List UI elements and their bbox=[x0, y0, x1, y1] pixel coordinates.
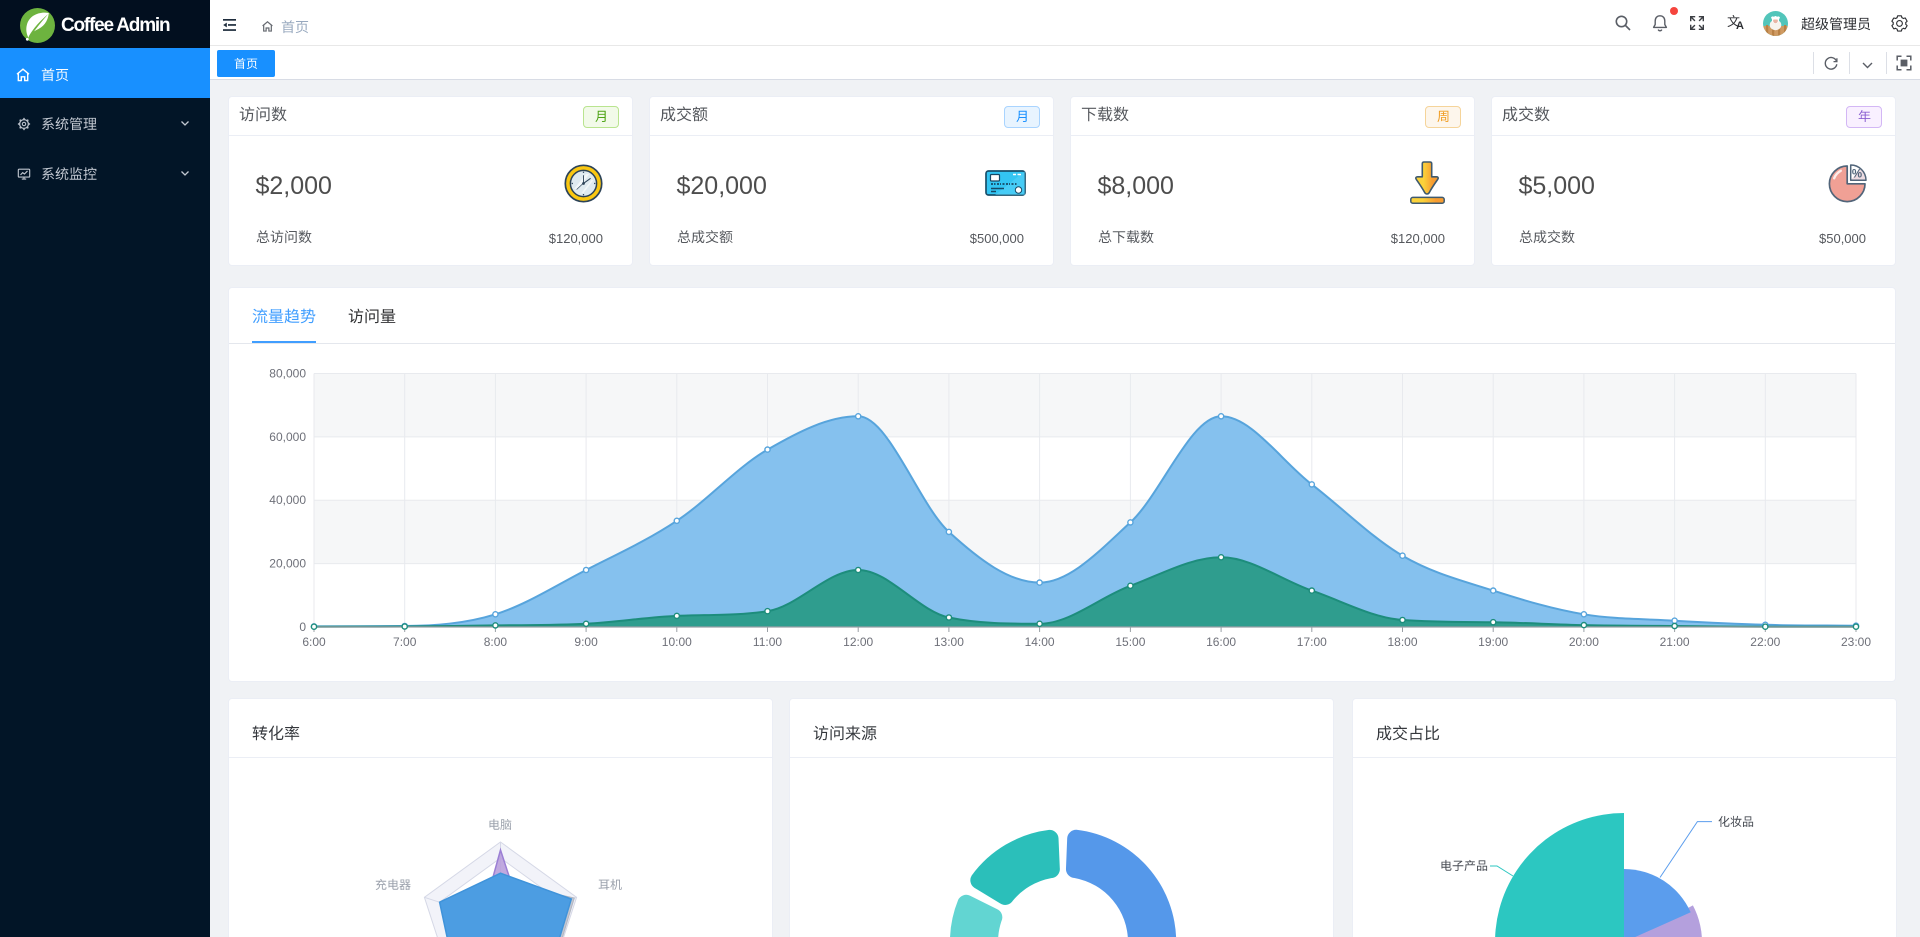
svg-text:7:00: 7:00 bbox=[393, 635, 417, 649]
svg-text:9:00: 9:00 bbox=[574, 635, 598, 649]
svg-text:21:00: 21:00 bbox=[1660, 635, 1690, 649]
svg-text:11:00: 11:00 bbox=[753, 635, 782, 649]
svg-text:15:00: 15:00 bbox=[1115, 635, 1145, 649]
svg-text:20,000: 20,000 bbox=[269, 557, 306, 571]
svg-text:16:00: 16:00 bbox=[1206, 635, 1236, 649]
svg-text:80,000: 80,000 bbox=[269, 367, 306, 381]
svg-text:12:00: 12:00 bbox=[843, 635, 873, 649]
svg-text:13:00: 13:00 bbox=[934, 635, 964, 649]
svg-text:14:00: 14:00 bbox=[1025, 635, 1055, 649]
svg-text:20:00: 20:00 bbox=[1569, 635, 1599, 649]
svg-text:%: % bbox=[1852, 168, 1862, 180]
svg-text:10:00: 10:00 bbox=[662, 635, 692, 649]
svg-text:22:00: 22:00 bbox=[1750, 635, 1780, 649]
svg-text:6:00: 6:00 bbox=[302, 635, 326, 649]
svg-text:0: 0 bbox=[299, 620, 306, 634]
svg-text:40,000: 40,000 bbox=[269, 493, 306, 507]
svg-text:19:00: 19:00 bbox=[1478, 635, 1508, 649]
svg-text:23:00: 23:00 bbox=[1841, 635, 1871, 649]
svg-text:17:00: 17:00 bbox=[1297, 635, 1327, 649]
svg-text:8:00: 8:00 bbox=[484, 635, 508, 649]
svg-text:60,000: 60,000 bbox=[269, 430, 306, 444]
svg-text:18:00: 18:00 bbox=[1387, 635, 1417, 649]
